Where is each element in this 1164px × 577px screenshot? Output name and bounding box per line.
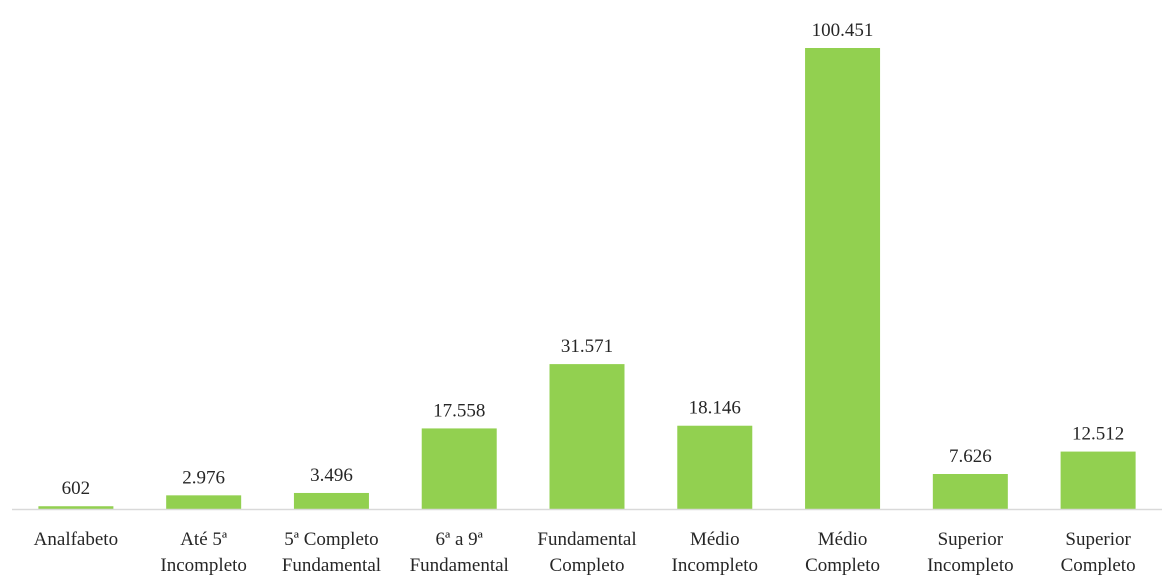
x-tick-label: Superior [1065, 529, 1131, 550]
bar [1060, 451, 1136, 509]
bar [677, 425, 753, 509]
x-tick-label: Incompleto [672, 555, 759, 576]
x-tick-label: Analfabeto [34, 529, 118, 550]
bar [166, 495, 242, 509]
data-label: 12.512 [1072, 424, 1124, 445]
data-label: 2.976 [182, 467, 225, 488]
bar [549, 364, 625, 509]
data-label: 31.571 [561, 336, 613, 357]
x-tick-label: Completo [805, 555, 880, 576]
x-tick-label: Fundamental [537, 529, 636, 550]
data-labels-group: 602 2.976 3.496 17.558 31.571 18.146 100.451 7.… [62, 20, 1125, 499]
data-label: 17.558 [433, 400, 485, 421]
x-tick-label: 5ª Completo [284, 529, 378, 550]
bar [293, 492, 369, 509]
bar [805, 48, 881, 509]
x-tick-label: Até 5ª [180, 529, 228, 550]
x-tick-label: Médio [818, 529, 868, 550]
bars-group [38, 48, 1136, 509]
data-label: 18.146 [689, 398, 741, 419]
category-labels-group: Analfabeto Até 5ª Incompleto 5ª Completo Fun… [34, 529, 1136, 576]
x-tick-label: Superior [938, 529, 1004, 550]
bar [38, 506, 114, 509]
x-tick-label: Completo [550, 555, 625, 576]
x-tick-label: Incompleto [927, 555, 1014, 576]
x-tick-label: Fundamental [410, 555, 509, 576]
data-label: 100.451 [812, 20, 874, 41]
x-tick-label: 6ª a 9ª [436, 529, 484, 550]
data-label: 3.496 [310, 465, 353, 486]
data-label: 7.626 [949, 446, 992, 467]
data-label: 602 [62, 478, 91, 499]
x-tick-label: Incompleto [160, 555, 247, 576]
x-tick-label: Médio [690, 529, 740, 550]
bar [421, 428, 497, 509]
x-tick-label: Completo [1061, 555, 1136, 576]
bar [932, 474, 1008, 509]
x-tick-label: Fundamental [282, 555, 381, 576]
